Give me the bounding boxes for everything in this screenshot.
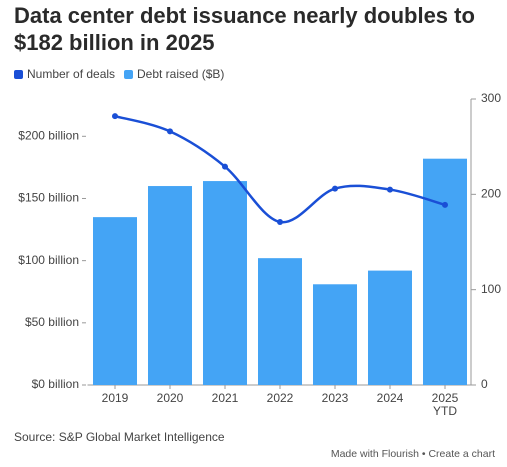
x-tick-label: 2024 (376, 391, 404, 405)
y2-tick-label: 100 (481, 282, 501, 296)
legend-item: Debt raised ($B) (124, 67, 224, 81)
line-point (222, 163, 228, 170)
line-point (112, 113, 118, 120)
legend-label: Debt raised ($B) (137, 67, 225, 81)
legend-label: Number of deals (27, 67, 116, 81)
legend-swatch (124, 69, 133, 79)
y-tick-label: $0 billion (32, 377, 79, 391)
line-point (277, 218, 283, 225)
credit[interactable]: Made with Flourish • Create a chart (330, 448, 495, 460)
bar (148, 186, 192, 385)
y-tick-label: $100 billion (18, 253, 79, 267)
y2-tick-label: 0 (481, 377, 488, 391)
y2-tick-label: 300 (481, 91, 501, 105)
x-tick-label: 2025 YTD (431, 391, 459, 418)
bar (203, 181, 247, 385)
bar (368, 270, 412, 385)
bar (313, 284, 357, 385)
x-tick-label: 2019 (101, 391, 129, 405)
legend-item: Number of deals (14, 67, 115, 81)
y-tick-label: $150 billion (18, 191, 79, 205)
x-tick-label: 2021 (211, 391, 239, 405)
legend-swatch (14, 69, 23, 79)
y-tick-label: $50 billion (25, 315, 79, 329)
chart-title: Data center debt issuance nearly doubles… (14, 3, 475, 55)
y2-tick-label: 200 (481, 187, 501, 201)
y-tick-label: $200 billion (18, 128, 79, 142)
bar (258, 258, 302, 385)
x-tick-label: 2023 (321, 391, 349, 405)
source: Source: S&P Global Market Intelligence (14, 430, 225, 444)
bar (93, 217, 137, 385)
line-point (332, 185, 338, 192)
x-tick-label: 2020 (156, 391, 184, 405)
line-point (442, 201, 448, 208)
bar (423, 158, 467, 385)
x-tick-label: 2022 (266, 391, 294, 405)
line-point (387, 186, 393, 193)
line-point (167, 128, 173, 135)
